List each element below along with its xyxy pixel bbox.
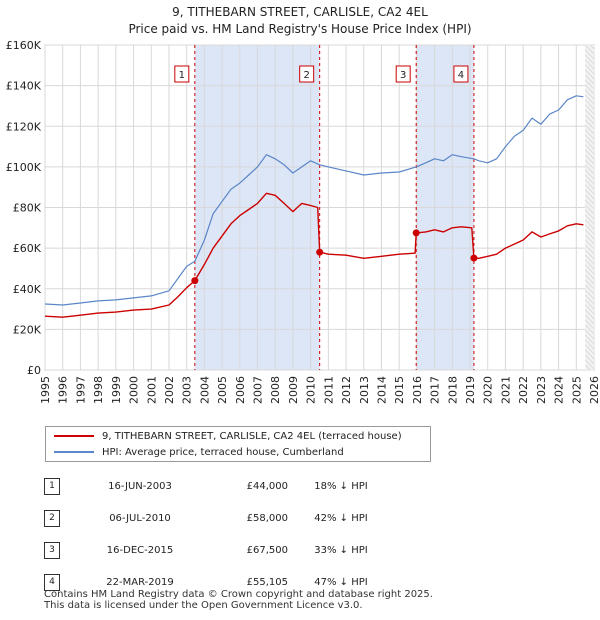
- sale-point: [191, 277, 199, 285]
- x-tick-label: 2011: [322, 376, 335, 404]
- y-tick-label: £80K: [13, 202, 42, 215]
- sale-price: £58,000: [246, 512, 288, 524]
- sale-price: £67,500: [246, 544, 288, 556]
- x-tick-label: 2001: [145, 376, 158, 404]
- sale-label-box: [453, 65, 469, 83]
- table-row: 2 06-JUL-2010 £58,000 42% ↓ HPI: [40, 502, 394, 534]
- x-tick-label: 2016: [411, 376, 424, 404]
- sale-hpi-diff: 18% ↓ HPI: [314, 480, 368, 492]
- y-tick-label: £100K: [6, 161, 42, 174]
- x-tick-label: 1996: [57, 376, 70, 404]
- sale-date: 16-JUN-2003: [108, 480, 172, 492]
- x-tick-label: 2006: [234, 376, 247, 404]
- sale-point: [412, 229, 420, 237]
- price-paid-line: [44, 192, 584, 318]
- legend-swatch-price-paid: [54, 435, 94, 437]
- x-tick-label: 2007: [252, 376, 265, 404]
- x-tick-label: 2009: [287, 376, 300, 404]
- x-tick-label: 2023: [535, 376, 548, 404]
- price-chart: 9, TITHEBARN STREET, CARLISLE, CA2 4EL P…: [6, 5, 600, 404]
- sale-point: [316, 248, 324, 256]
- x-tick-label: 2004: [198, 376, 211, 404]
- footer: Contains HM Land Registry data © Crown c…: [44, 589, 433, 611]
- x-tick-label: 2025: [570, 376, 583, 404]
- x-tick-label: 1997: [74, 376, 87, 404]
- sale-label-number: 1: [179, 70, 185, 81]
- x-tick-label: 2010: [305, 376, 318, 404]
- x-tick-label: 2021: [499, 376, 512, 404]
- sale-number: 4: [44, 573, 60, 591]
- forecast-region: [585, 45, 594, 370]
- sale-number: 2: [44, 509, 60, 527]
- footer-copyright: Contains HM Land Registry data © Crown c…: [44, 589, 433, 600]
- table-row: 4 22-MAR-2019 £55,105 47% ↓ HPI: [40, 566, 394, 598]
- x-tick-label: 2015: [393, 376, 406, 404]
- table-row: 1 16-JUN-2003 £44,000 18% ↓ HPI: [40, 470, 394, 502]
- forecast-hatch-line: [585, 314, 594, 325]
- y-tick-label: £20K: [13, 323, 42, 336]
- x-tick-label: 2005: [216, 376, 229, 404]
- y-tick-label: £60K: [13, 242, 42, 255]
- x-tick-label: 2014: [375, 376, 388, 404]
- chart-title: 9, TITHEBARN STREET, CARLISLE, CA2 4EL: [172, 5, 428, 19]
- x-tick-label: 2002: [163, 376, 176, 404]
- sale-hpi-diff: 33% ↓ HPI: [314, 544, 368, 556]
- x-tick-label: 2017: [429, 376, 442, 404]
- x-tick-label: 2024: [553, 376, 566, 404]
- sale-label-box: [395, 65, 411, 83]
- x-tick-label: 2008: [269, 376, 282, 404]
- x-tick-label: 2000: [128, 376, 141, 404]
- hpi-line: [44, 95, 584, 306]
- legend-item-hpi: HPI: Average price, terraced house, Cumb…: [54, 445, 344, 461]
- transactions-table: 1 16-JUN-2003 £44,000 18% ↓ HPI 2 06-JUL…: [40, 470, 394, 598]
- sale-label-number: 2: [303, 70, 309, 81]
- x-tick-label: 1999: [110, 376, 123, 404]
- y-tick-label: £0: [27, 364, 41, 377]
- x-tick-label: 2013: [358, 376, 371, 404]
- x-tick-label: 1995: [39, 376, 52, 404]
- legend-item-price-paid: 9, TITHEBARN STREET, CARLISLE, CA2 4EL (…: [54, 429, 402, 445]
- x-tick-label: 2022: [517, 376, 530, 404]
- sale-number: 3: [44, 541, 60, 559]
- sale-date: 06-JUL-2010: [109, 512, 171, 524]
- chart-subtitle: Price paid vs. HM Land Registry's House …: [128, 22, 471, 36]
- x-tick-label: 2012: [340, 376, 353, 404]
- sale-label-box: [299, 65, 315, 83]
- x-tick-label: 2003: [181, 376, 194, 404]
- x-tick-label: 2026: [588, 376, 600, 404]
- sale-point: [470, 254, 478, 262]
- sale-number: 1: [44, 477, 60, 495]
- y-tick-label: £40K: [13, 283, 42, 296]
- forecast-hatch-line: [585, 204, 594, 215]
- forecast-hatch-line: [585, 199, 594, 210]
- x-tick-label: 2020: [482, 376, 495, 404]
- x-tick-label: 2019: [464, 376, 477, 404]
- x-tick-label: 1998: [92, 376, 105, 404]
- sale-price: £55,105: [246, 576, 288, 588]
- sale-label-number: 4: [458, 70, 464, 81]
- y-tick-label: £120K: [6, 120, 42, 133]
- y-tick-label: £160K: [6, 39, 42, 52]
- sale-date: 16-DEC-2015: [106, 544, 174, 556]
- y-tick-label: £140K: [6, 80, 42, 93]
- legend-label-hpi: HPI: Average price, terraced house, Cumb…: [102, 447, 344, 458]
- forecast-hatch-line: [585, 309, 594, 320]
- legend: 9, TITHEBARN STREET, CARLISLE, CA2 4EL (…: [45, 426, 431, 462]
- footer-licence: This data is licensed under the Open Gov…: [44, 600, 363, 611]
- legend-label-price-paid: 9, TITHEBARN STREET, CARLISLE, CA2 4EL (…: [102, 431, 402, 442]
- sale-price: £44,000: [246, 480, 288, 492]
- sale-date: 22-MAR-2019: [106, 576, 174, 588]
- sale-hpi-diff: 47% ↓ HPI: [314, 576, 368, 588]
- sale-hpi-diff: 42% ↓ HPI: [314, 512, 368, 524]
- sale-label-box: [174, 65, 190, 83]
- forecast-hatch-line: [585, 94, 594, 105]
- legend-swatch-hpi: [54, 451, 94, 453]
- x-tick-label: 2018: [446, 376, 459, 404]
- table-row: 3 16-DEC-2015 £67,500 33% ↓ HPI: [40, 534, 394, 566]
- sale-label-number: 3: [400, 70, 406, 81]
